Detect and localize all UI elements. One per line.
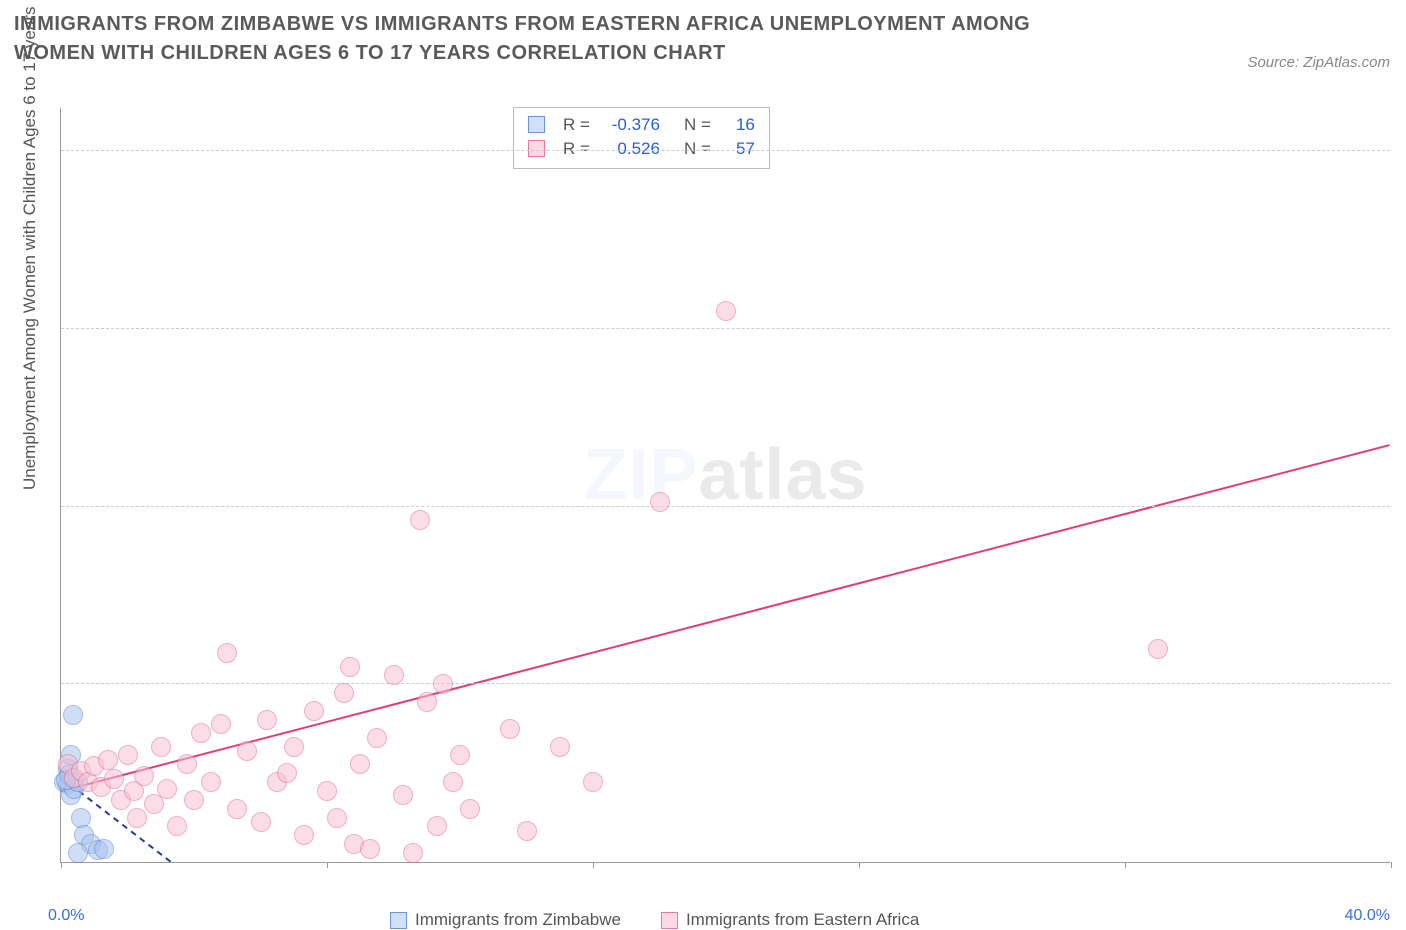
data-point bbox=[360, 839, 380, 859]
legend-label: Immigrants from Zimbabwe bbox=[415, 910, 621, 929]
data-point bbox=[410, 510, 430, 530]
legend-item: Immigrants from Zimbabwe bbox=[390, 910, 621, 930]
data-point bbox=[63, 705, 83, 725]
x-tick-mark bbox=[1125, 862, 1126, 868]
data-point bbox=[304, 701, 324, 721]
r-label: R = bbox=[563, 137, 590, 161]
r-label: R = bbox=[563, 113, 590, 137]
data-point bbox=[650, 492, 670, 512]
x-tick-max: 40.0% bbox=[1345, 907, 1390, 925]
gridline bbox=[61, 506, 1390, 507]
series-legend: Immigrants from Zimbabwe Immigrants from … bbox=[390, 910, 919, 930]
legend-item: Immigrants from Eastern Africa bbox=[661, 910, 919, 930]
n-value: 16 bbox=[721, 113, 755, 137]
data-point bbox=[191, 723, 211, 743]
data-point bbox=[460, 799, 480, 819]
data-point bbox=[184, 790, 204, 810]
data-point bbox=[367, 728, 387, 748]
data-point bbox=[550, 737, 570, 757]
data-point bbox=[134, 766, 154, 786]
x-tick-mark bbox=[1391, 862, 1392, 868]
data-point bbox=[433, 674, 453, 694]
scatter-plot: ZIPatlas R =-0.376N =16R =0.526N =57 20.… bbox=[60, 108, 1390, 863]
data-point bbox=[443, 772, 463, 792]
swatch-icon bbox=[528, 140, 545, 157]
data-point bbox=[68, 843, 88, 863]
data-point bbox=[127, 808, 147, 828]
legend-label: Immigrants from Eastern Africa bbox=[686, 910, 919, 929]
data-point bbox=[403, 843, 423, 863]
chart-title: IMMIGRANTS FROM ZIMBABWE VS IMMIGRANTS F… bbox=[14, 10, 1104, 68]
gridline bbox=[61, 328, 1390, 329]
data-point bbox=[417, 692, 437, 712]
data-point bbox=[94, 839, 114, 859]
data-point bbox=[257, 710, 277, 730]
data-point bbox=[393, 785, 413, 805]
data-point bbox=[450, 745, 470, 765]
data-point bbox=[237, 741, 257, 761]
data-point bbox=[350, 754, 370, 774]
data-point bbox=[517, 821, 537, 841]
data-point bbox=[427, 816, 447, 836]
data-point bbox=[201, 772, 221, 792]
data-point bbox=[104, 769, 124, 789]
trend-lines bbox=[61, 108, 1390, 862]
data-point bbox=[716, 301, 736, 321]
r-value: 0.526 bbox=[600, 137, 660, 161]
data-point bbox=[211, 714, 231, 734]
data-point bbox=[118, 745, 138, 765]
data-point bbox=[217, 643, 237, 663]
stats-row: R = 0.526 N = 57 bbox=[528, 137, 755, 161]
data-point bbox=[177, 754, 197, 774]
data-point bbox=[340, 657, 360, 677]
gridline bbox=[61, 683, 1390, 684]
data-point bbox=[157, 779, 177, 799]
data-point bbox=[151, 737, 171, 757]
data-point bbox=[251, 812, 271, 832]
data-point bbox=[294, 825, 314, 845]
n-label: N = bbox=[684, 137, 711, 161]
data-point bbox=[500, 719, 520, 739]
data-point bbox=[227, 799, 247, 819]
stats-legend: R = -0.376 N = 16 R = 0.526 N = 57 bbox=[513, 107, 770, 169]
data-point bbox=[71, 808, 91, 828]
x-tick-mark bbox=[859, 862, 860, 868]
data-point bbox=[1148, 639, 1168, 659]
data-point bbox=[277, 763, 297, 783]
swatch-icon bbox=[661, 912, 678, 929]
source-label: Source: ZipAtlas.com bbox=[1247, 54, 1390, 71]
x-tick-mark bbox=[61, 862, 62, 868]
n-value: 57 bbox=[721, 137, 755, 161]
stats-row: R = -0.376 N = 16 bbox=[528, 113, 755, 137]
data-point bbox=[334, 683, 354, 703]
trend-line bbox=[61, 445, 1389, 791]
data-point bbox=[583, 772, 603, 792]
data-point bbox=[284, 737, 304, 757]
x-tick-mark bbox=[327, 862, 328, 868]
data-point bbox=[317, 781, 337, 801]
data-point bbox=[167, 816, 187, 836]
x-tick-mark bbox=[593, 862, 594, 868]
r-value: -0.376 bbox=[600, 113, 660, 137]
data-point bbox=[327, 808, 347, 828]
n-label: N = bbox=[684, 113, 711, 137]
watermark: ZIPatlas bbox=[583, 434, 867, 516]
swatch-icon bbox=[390, 912, 407, 929]
y-axis-label: Unemployment Among Women with Children A… bbox=[20, 7, 40, 491]
gridline bbox=[61, 150, 1390, 151]
x-tick-min: 0.0% bbox=[48, 907, 84, 925]
data-point bbox=[384, 665, 404, 685]
swatch-icon bbox=[528, 116, 545, 133]
data-point bbox=[98, 750, 118, 770]
